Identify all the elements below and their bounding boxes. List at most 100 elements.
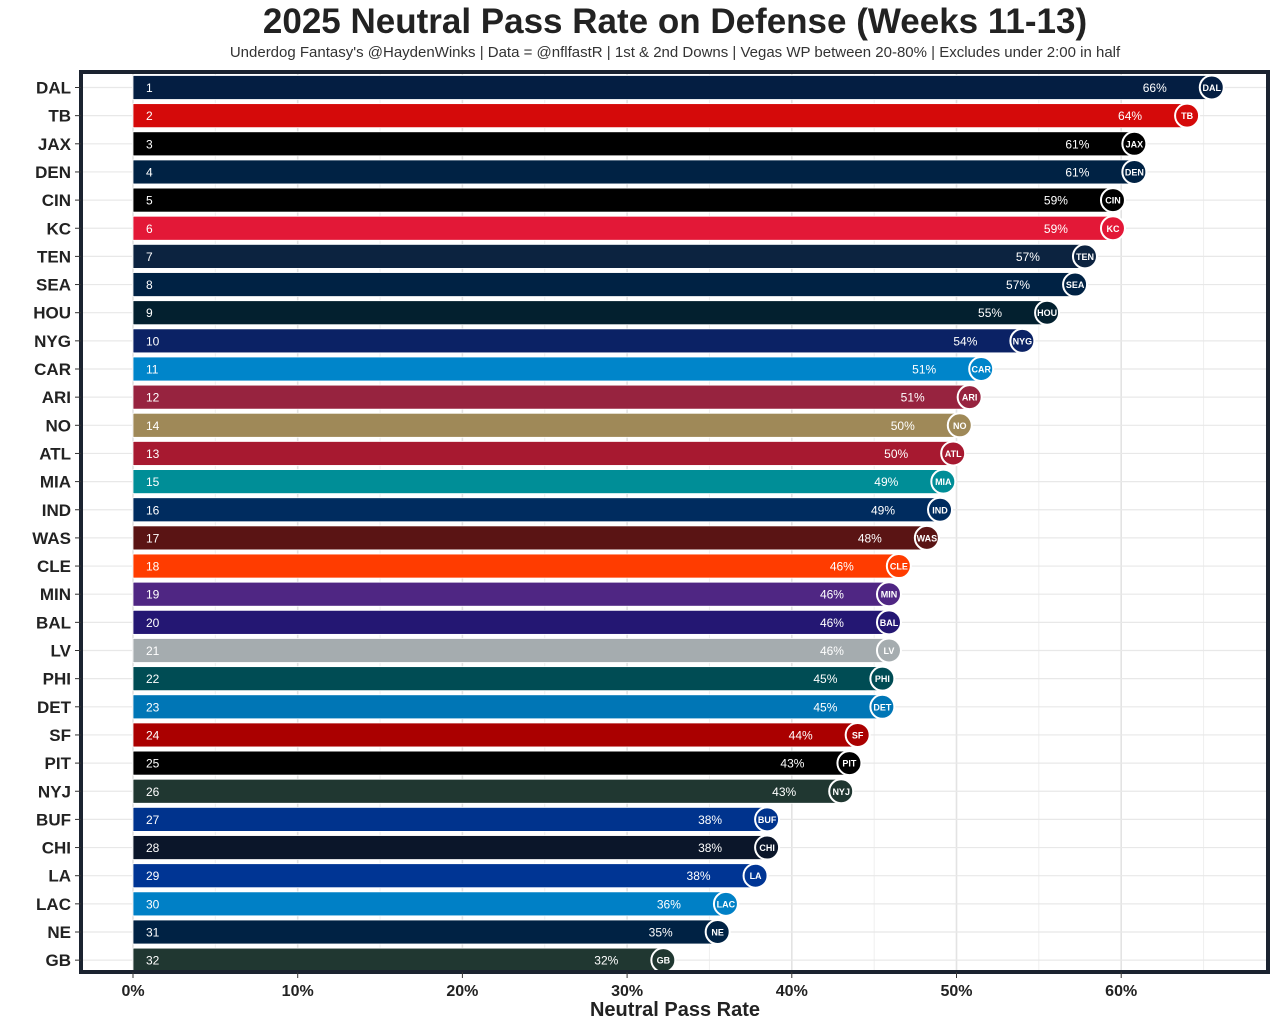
plot-frame: [79, 70, 1270, 974]
team-logo-badge: [844, 721, 871, 748]
bar: [132, 694, 883, 720]
x-tick-label: 10%: [282, 983, 314, 1000]
team-logo-badge: [956, 384, 983, 411]
team-logo-badge: [1099, 215, 1126, 242]
bar: [132, 497, 941, 523]
rank-label: 28: [146, 841, 160, 855]
value-label: 57%: [1016, 250, 1040, 264]
bar: [132, 243, 1086, 269]
y-tick-label: CLE: [37, 557, 71, 576]
rank-label: 22: [146, 672, 160, 686]
team-logo-badge: [968, 356, 995, 382]
rank-label: 3: [146, 137, 153, 151]
chart-title: 2025 Neutral Pass Rate on Defense (Weeks…: [262, 2, 1088, 41]
value-label: 59%: [1044, 194, 1068, 208]
value-label: 44%: [789, 728, 813, 742]
bar: [132, 722, 859, 748]
rank-label: 20: [146, 616, 160, 630]
y-tick-label: TEN: [37, 247, 71, 266]
team-logo-text: SF: [852, 730, 864, 740]
rank-label: 32: [146, 954, 160, 968]
team-logo-text: WAS: [917, 533, 938, 543]
bar: [132, 807, 768, 832]
x-tick-labels: 0% 10% 20% 30% 40% 50% 60%: [121, 972, 1137, 1000]
team-logo-badge: [1062, 271, 1089, 298]
value-label: 50%: [884, 447, 908, 461]
rank-label: 8: [146, 278, 153, 292]
team-logo-text: PIT: [842, 759, 857, 769]
x-tick-label: 60%: [1105, 983, 1137, 1000]
team-logo-text: GB: [657, 956, 671, 966]
y-tick-label: SF: [49, 726, 71, 745]
y-tick-label: BAL: [36, 613, 71, 632]
team-logo-badge: [704, 919, 731, 945]
team-logo-text: CAR: [971, 365, 991, 375]
value-label: 38%: [687, 869, 711, 883]
bar: [132, 103, 1188, 129]
team-logo-text: CIN: [1105, 196, 1121, 206]
team-logo-text: BAL: [880, 618, 899, 628]
team-logo-text: HOU: [1037, 308, 1057, 318]
rank-label: 7: [146, 250, 153, 264]
bar: [132, 666, 883, 692]
team-logo-text: LA: [750, 871, 762, 881]
y-tick-label: CHI: [42, 839, 71, 858]
team-logo-badge: [828, 778, 855, 805]
bar: [132, 356, 982, 382]
team-logo-text: DEN: [1125, 167, 1144, 177]
team-logo-badge: [1071, 243, 1098, 270]
team-logo-text: ARI: [962, 393, 978, 403]
y-tick-label: ARI: [42, 388, 71, 407]
bar: [132, 300, 1048, 326]
y-tick-label: LV: [51, 642, 72, 661]
bar: [132, 609, 890, 635]
rank-label: 26: [146, 785, 160, 799]
rank-label: 23: [146, 700, 160, 714]
team-logo-badge: [927, 496, 954, 523]
team-logo-text: DET: [873, 702, 892, 712]
value-label: 35%: [649, 926, 673, 940]
rank-label: 1: [146, 81, 153, 95]
team-logo-badge: [875, 581, 902, 608]
team-logo-badge: [913, 524, 940, 551]
rank-label: 14: [146, 419, 160, 433]
rank-label: 12: [146, 391, 160, 405]
y-tick-label: NYJ: [38, 782, 71, 801]
y-tick-label: HOU: [33, 304, 71, 323]
bar: [132, 581, 890, 607]
value-label: 43%: [780, 757, 804, 771]
y-tick-labels: DAL TB JAX DEN CIN KC TEN SEA HOU NYG CAR ARI NO ATL M…: [32, 79, 81, 970]
bar: [132, 412, 961, 438]
bar: [132, 891, 727, 917]
rank-label: 15: [146, 475, 160, 489]
rank-label: 4: [146, 165, 153, 179]
value-label: 43%: [772, 785, 796, 799]
value-label: 57%: [1006, 278, 1030, 292]
rank-label: 27: [146, 813, 160, 827]
team-logo-text: TEN: [1076, 252, 1094, 262]
rank-label: 19: [146, 588, 160, 602]
team-logo-text: CHI: [759, 843, 775, 853]
value-label: 46%: [820, 644, 844, 658]
value-label: 64%: [1118, 109, 1142, 123]
value-label: 38%: [698, 813, 722, 827]
team-logo-badge: [712, 890, 739, 917]
team-logo-badge: [885, 553, 912, 580]
value-label: 36%: [657, 897, 681, 911]
rank-label: 11: [146, 363, 159, 377]
team-logos-group: DAL TB JAX DEN CIN KC TEN SEA HOU NYG CAR ARI NO ATL M…: [650, 74, 1225, 974]
x-tick-label: 20%: [446, 983, 478, 1000]
y-tick-label: MIA: [40, 473, 71, 492]
value-label: 45%: [813, 672, 837, 686]
value-label: 49%: [871, 503, 895, 517]
value-label: 38%: [698, 841, 722, 855]
team-logo-badge: [1009, 327, 1036, 354]
rank-label: 16: [146, 503, 160, 517]
chart-subtitle: Underdog Fantasy's @HaydenWinks | Data =…: [229, 44, 1121, 61]
rank-label: 2: [146, 109, 153, 123]
bar: [132, 187, 1114, 213]
y-tick-label: DEN: [35, 163, 71, 182]
team-logo-text: IND: [932, 505, 948, 515]
team-logo-text: PHI: [875, 674, 890, 684]
value-label: 46%: [820, 616, 844, 630]
